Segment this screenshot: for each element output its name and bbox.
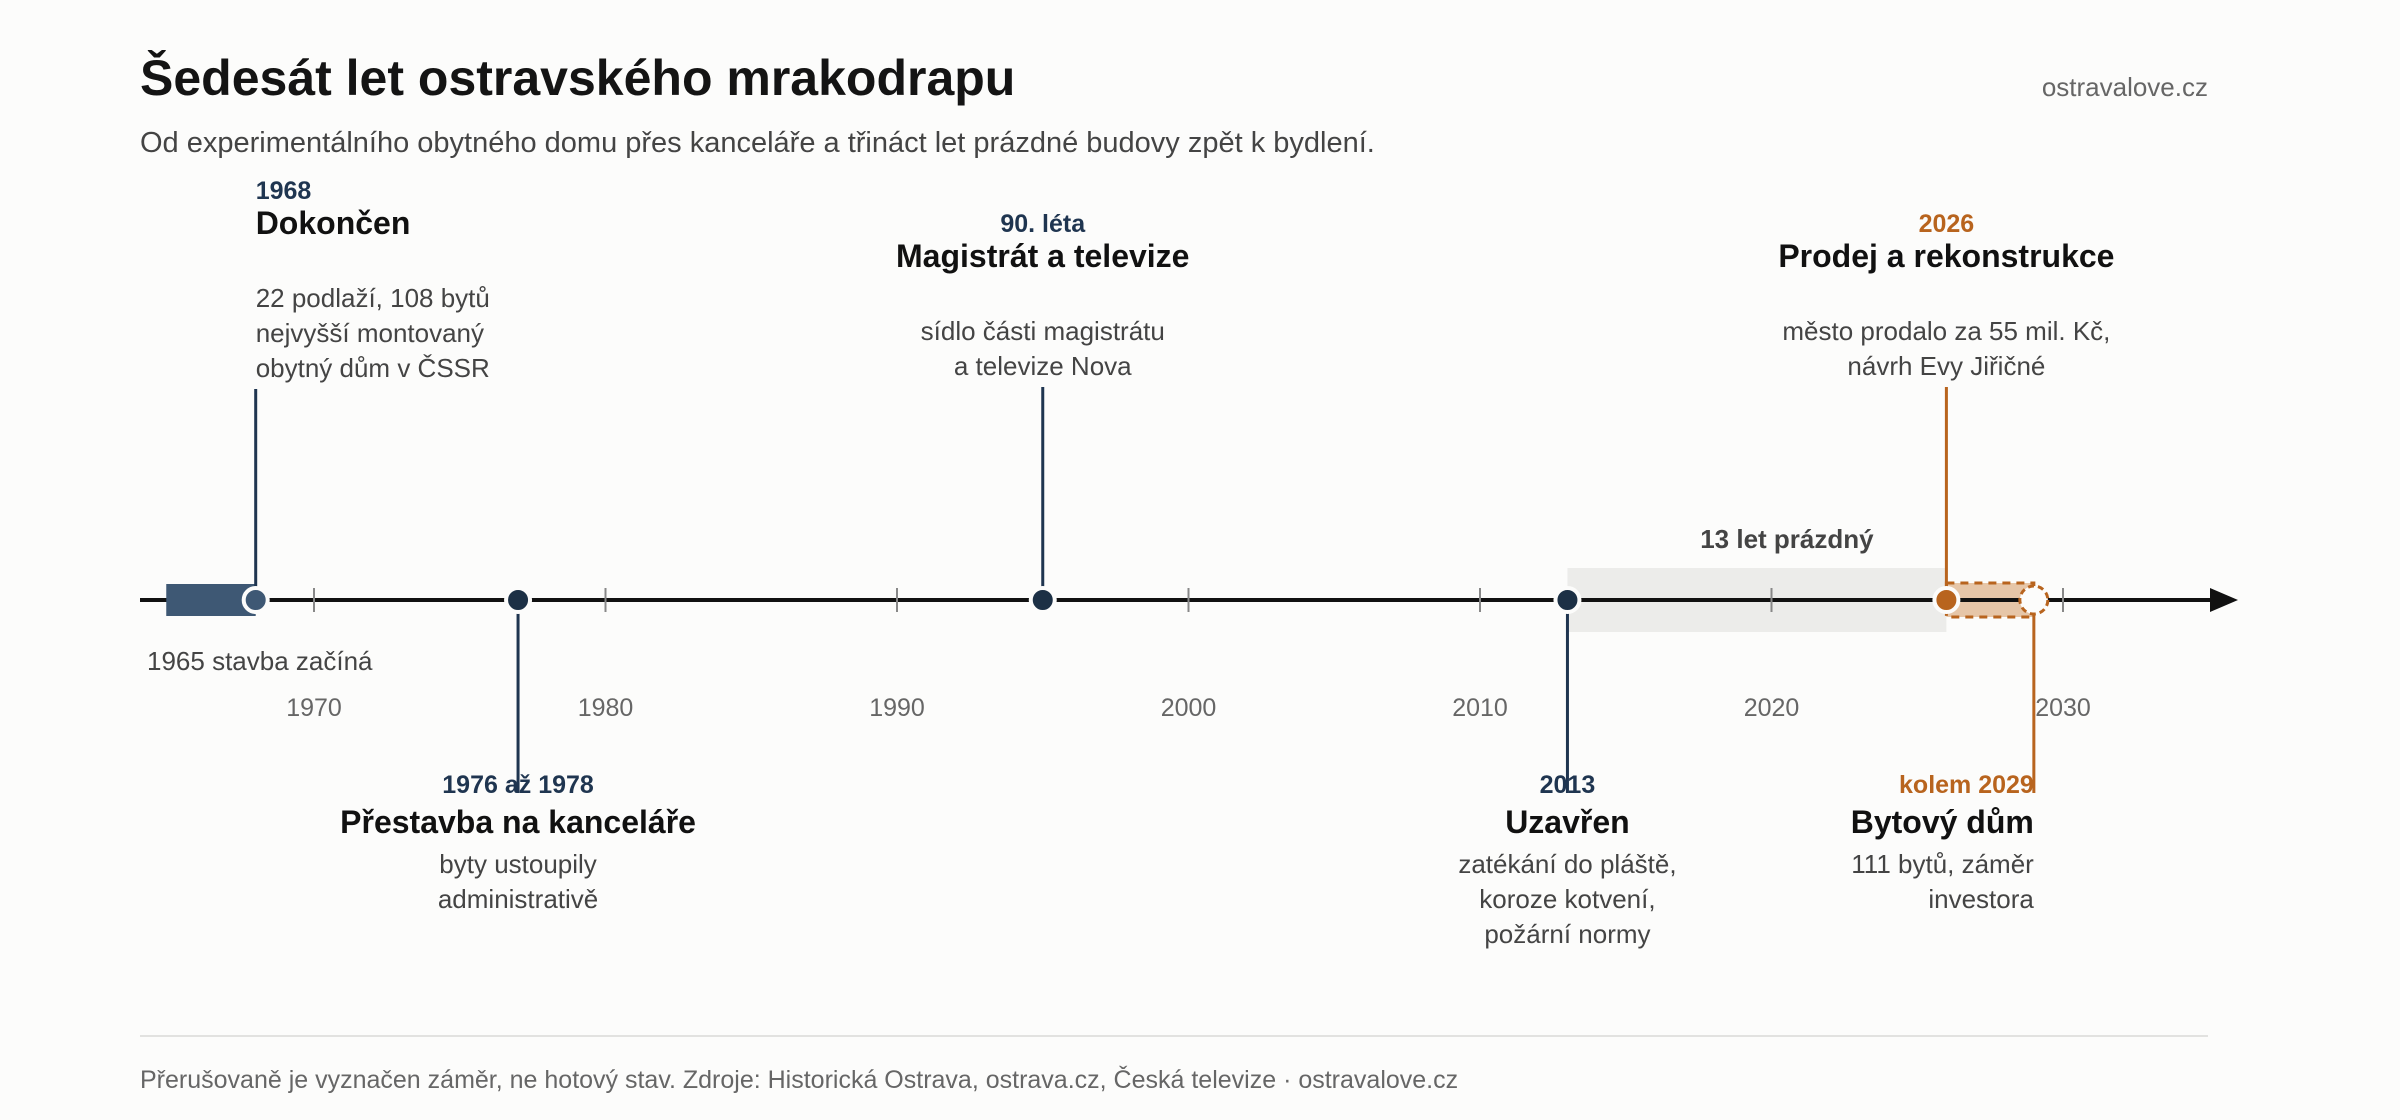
event-title: Uzavřen [1505,804,1630,840]
event-date: 1976 až 1978 [442,771,594,799]
event-description: investora [1928,884,2034,914]
axis-tick-label: 2000 [1161,694,1217,722]
event-description: koroze kotvení, [1479,884,1655,914]
event-description: 111 bytů, záměr [1851,849,2034,879]
event-date: 1968 [256,177,312,205]
event-description: město prodalo za 55 mil. Kč, [1782,316,2110,346]
event-marker [2018,584,2050,616]
event-description: byty ustoupily [439,849,597,879]
axis-tick-label: 1970 [286,694,342,722]
page-title: Šedesát let ostravského mrakodrapu [140,49,1015,106]
axis-tick-label: 1980 [578,694,634,722]
event-title: Prodej a rekonstrukce [1778,238,2114,274]
event-title: Přestavba na kanceláře [340,804,696,840]
event-description: administrativě [438,884,598,914]
page-subtitle: Od experimentálního obytného domu přes k… [140,127,1375,159]
event-marker [1932,586,1961,614]
event-title: Dokončen [256,205,411,241]
event-marker [1553,586,1582,614]
event-description: a televize Nova [954,351,1132,381]
construction-bar [166,584,256,616]
axis-tick-label: 1990 [869,694,925,722]
timeline: 13 let prázdný 1970 1980 1990 2000 2010 2020 20… [140,177,2238,949]
event-description: návrh Evy Jiřičné [1847,351,2045,381]
event-marker [1028,586,1057,614]
event-date: kolem 2029 [1899,771,2034,799]
axis-tick-label: 2020 [1744,694,1800,722]
event-description: požární normy [1484,919,1650,949]
axis-tick-label: 2010 [1452,694,1508,722]
event-date: 90. léta [1000,210,1086,238]
event-date: 2013 [1540,771,1596,799]
event-marker [504,586,533,614]
axis-arrow-icon [2210,588,2238,612]
event-description: obytný dům v ČSSR [256,353,490,383]
axis-tick-label: 2030 [2035,694,2091,722]
event-date: 2026 [1919,210,1975,238]
event-description: sídlo části magistrátu [921,316,1165,346]
empty-period-label: 13 let prázdný [1700,524,1874,554]
event-description: zatékání do pláště, [1458,849,1676,879]
event-description: 22 podlaží, 108 bytů [256,283,490,313]
footer-note: Přerušovaně je vyznačen záměr, ne hotový… [140,1065,1458,1094]
event-description: nejvyšší montovaný [256,318,484,348]
event-marker [241,586,270,614]
construction-start-label: 1965 stavba začíná [147,646,373,676]
brand-label: ostravalove.cz [2042,72,2208,102]
event-title: Magistrát a televize [896,238,1189,274]
event-title: Bytový dům [1851,804,2034,840]
